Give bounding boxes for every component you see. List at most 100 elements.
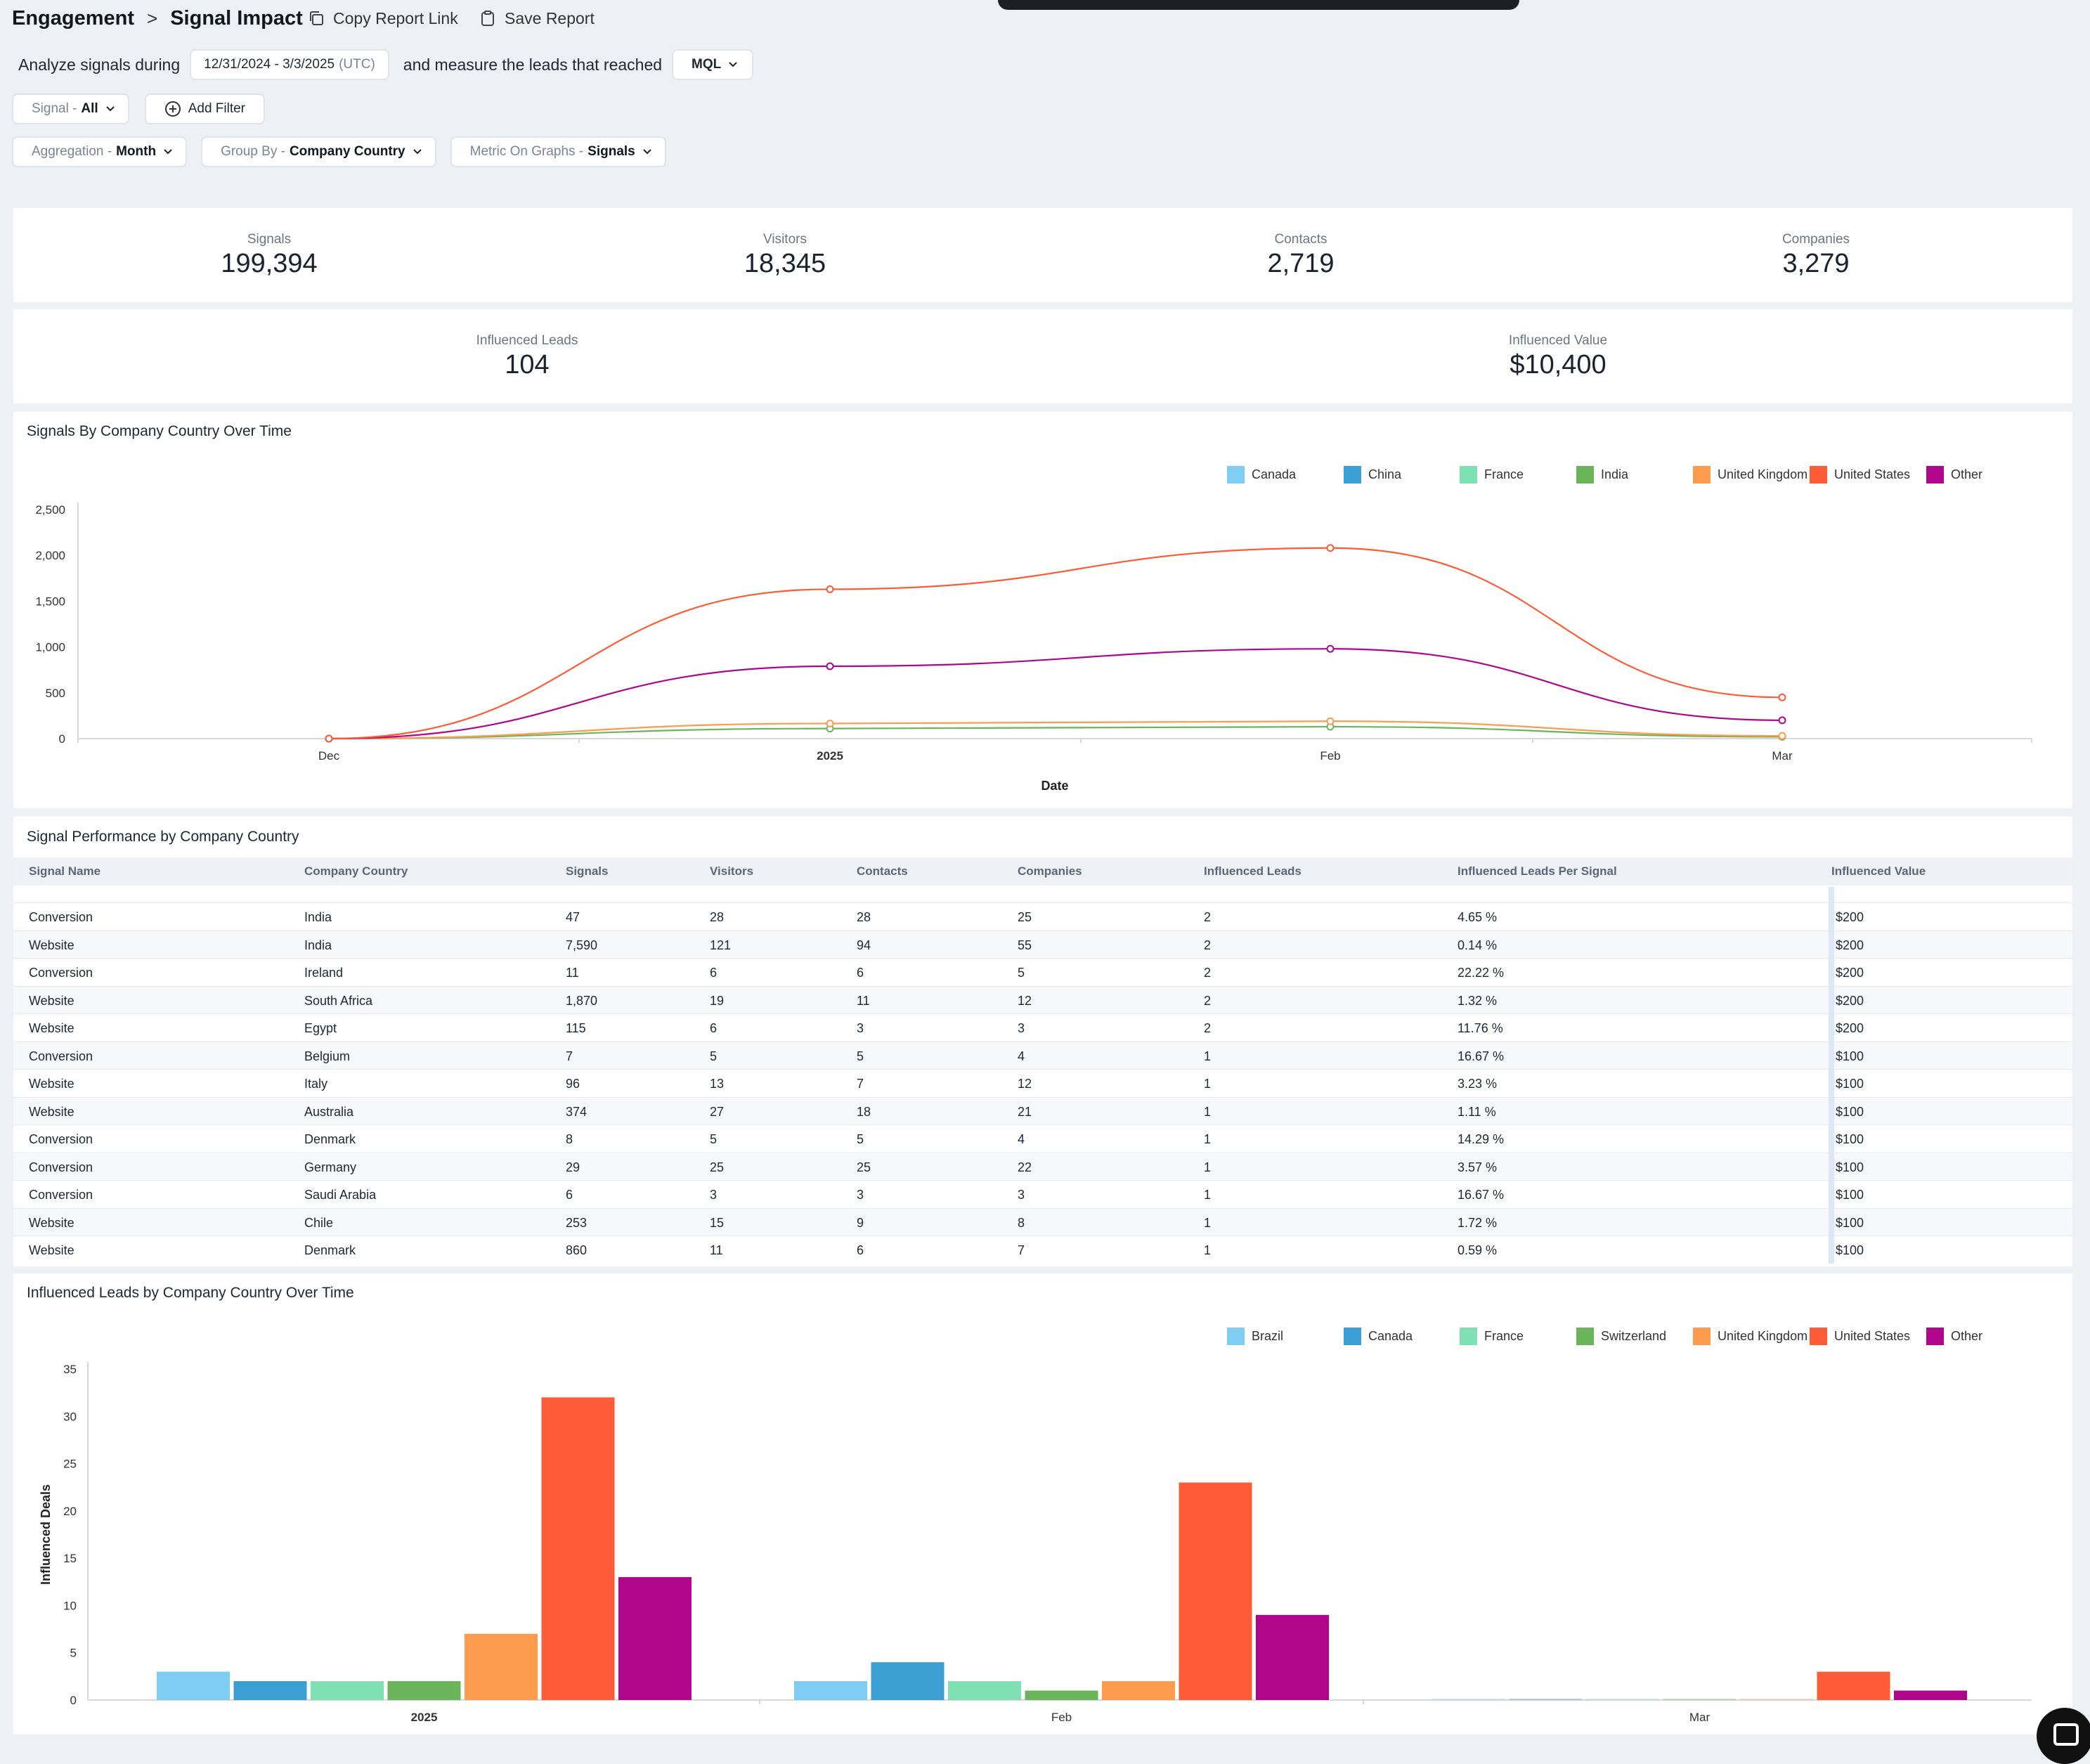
x-tick-label: Feb [1320,749,1340,763]
date-range-picker[interactable]: 12/31/2024 - 3/3/2025 (UTC) [190,49,389,80]
table-row[interactable]: Conversion Belgium 7 5 5 4 1 16.67 % $100 [13,1041,2072,1070]
bar[interactable] [465,1633,538,1700]
stat-label: Influenced Leads [476,333,578,348]
legend-item[interactable]: Canada [1344,1328,1413,1345]
metric-select[interactable]: Metric On Graphs - Signals [450,136,666,167]
table-row[interactable]: Website Egypt 115 6 3 3 2 11.76 % $200 [13,1013,2072,1042]
column-header[interactable]: Contacts [857,864,908,878]
column-header[interactable]: Influenced Leads [1204,864,1302,878]
filter-row-1: Signal - All Add Filter [12,93,266,124]
table-cell: 9 [857,1215,864,1230]
stat-label: Signals [247,232,292,247]
legend-item[interactable]: France [1460,1328,1524,1345]
bar[interactable] [1586,1699,1659,1700]
data-point[interactable] [1326,644,1335,653]
copy-report-link-button[interactable]: Copy Report Link [308,7,458,30]
breadcrumb-parent[interactable]: Engagement [12,6,135,30]
legend-item[interactable]: China [1344,466,1401,484]
table-row[interactable]: Conversion Saudi Arabia 6 3 3 3 1 16.67 % $100 [13,1180,2072,1208]
legend-item[interactable]: United Kingdom [1693,466,1807,484]
column-header[interactable]: Companies [1018,864,1082,878]
bar[interactable] [1663,1699,1737,1700]
group-by-select[interactable]: Group By - Company Country [201,136,436,167]
legend-item[interactable]: Other [1926,1328,1982,1345]
data-point[interactable] [826,585,834,593]
data-point[interactable] [1326,544,1335,552]
bar[interactable] [233,1681,307,1700]
column-header[interactable]: Influenced Value [1831,864,1926,878]
table-cell: 5 [1018,966,1025,980]
table-row[interactable]: Website Italy 96 13 7 12 1 3.23 % $100 [13,1069,2072,1097]
bar[interactable] [948,1681,1021,1700]
table-cell: 2 [1204,910,1212,924]
bar[interactable] [1740,1699,1813,1700]
bar[interactable] [157,1671,230,1700]
save-report-button[interactable]: Save Report [479,7,595,30]
aggregation-select[interactable]: Aggregation - Month [12,136,188,167]
date-range-value: 12/31/2024 - 3/3/2025 [204,57,335,72]
table-cell: 11.76 % [1458,1021,1503,1035]
table-row[interactable]: Conversion Germany 29 25 25 22 1 3.57 % $100 [13,1152,2072,1181]
legend-item[interactable]: Switzerland [1576,1328,1666,1345]
bar[interactable] [1509,1699,1583,1700]
column-header[interactable]: Signal Name [29,864,101,878]
stat-visitors: Visitors 18,345 [744,232,826,279]
chat-widget-button[interactable] [2037,1708,2090,1764]
bar[interactable] [1817,1671,1890,1700]
bar[interactable] [1179,1482,1252,1700]
bar[interactable] [618,1577,692,1700]
table-cell: 6 [857,1243,864,1257]
legend-item[interactable]: Brazil [1227,1328,1283,1345]
table-cell: $100 [1836,1188,1864,1202]
stage-select[interactable]: MQL [672,49,754,80]
legend-item[interactable]: United Kingdom [1693,1328,1807,1345]
table-row[interactable]: Website Chile 253 15 9 8 1 1.72 % $100 [13,1207,2072,1236]
table-row[interactable]: Website South Africa 1,870 19 11 12 2 1.32 % $20… [13,985,2072,1014]
legend-item[interactable]: Other [1926,466,1982,484]
bar[interactable] [871,1662,945,1700]
legend-item[interactable]: United States [1810,466,1910,484]
bar[interactable] [387,1681,461,1700]
stat-label: Contacts [1274,232,1328,247]
legend-item[interactable]: India [1576,466,1628,484]
legend-item[interactable]: Canada [1227,466,1296,484]
data-point[interactable] [826,662,834,670]
bar[interactable] [311,1681,384,1700]
table-row[interactable]: Conversion Denmark 8 5 5 4 1 14.29 % $100 [13,1124,2072,1153]
table-row[interactable]: Website Australia 374 27 18 21 1 1.11 % $100 [13,1096,2072,1125]
add-filter-button[interactable]: Add Filter [144,93,266,124]
bar[interactable] [1256,1614,1329,1700]
column-header[interactable]: Influenced Leads Per Signal [1458,864,1617,878]
column-header[interactable]: Signals [566,864,609,878]
column-header[interactable]: Visitors [710,864,754,878]
data-point[interactable] [325,734,333,743]
table-cell: $100 [1836,1160,1864,1174]
chevron-down-icon [413,149,422,155]
table-row[interactable]: Conversion India 47 28 28 25 2 4.65 % $200 [13,902,2072,930]
data-point[interactable] [1778,716,1786,725]
data-point[interactable] [1778,693,1786,701]
data-point[interactable] [1326,717,1335,725]
y-tick-label: 2,000 [35,549,65,562]
table-row[interactable]: Website Denmark 860 11 6 7 1 0.59 % $100 [13,1236,2072,1264]
data-point[interactable] [1778,732,1786,740]
table-scrollbar[interactable] [1829,887,1834,1264]
bar[interactable] [1432,1699,1505,1700]
bar[interactable] [1894,1690,1967,1700]
bar[interactable] [794,1681,867,1700]
bar[interactable] [541,1397,615,1700]
signal-filter[interactable]: Signal - All [12,93,129,124]
copy-report-link-label: Copy Report Link [333,8,458,27]
column-header[interactable]: Company Country [304,864,408,878]
table-row[interactable]: Website India 7,590 121 94 55 2 0.14 % $200 [13,930,2072,959]
bar[interactable] [1025,1690,1098,1700]
bar[interactable] [1102,1681,1175,1700]
legend-item[interactable]: United States [1810,1328,1910,1345]
legend-item[interactable]: France [1460,466,1524,484]
page-title: Signal Impact [170,6,303,30]
data-point[interactable] [826,719,834,727]
y-tick-label: 15 [63,1552,77,1565]
legend-label: Other [1951,1329,1983,1343]
table-row[interactable]: Conversion Ireland 11 6 6 5 2 22.22 % $200 [13,958,2072,986]
